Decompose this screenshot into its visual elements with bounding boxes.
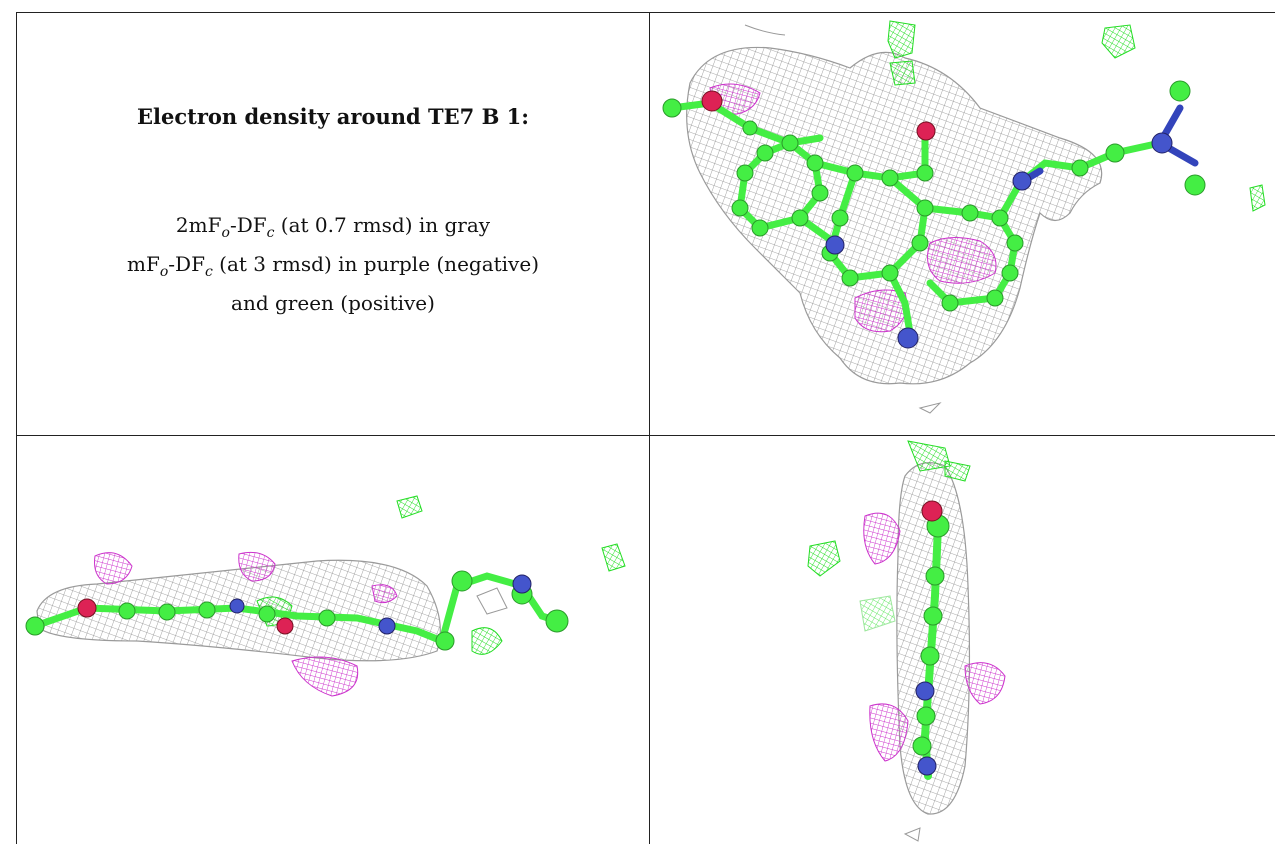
table-rule-middle <box>16 435 1275 436</box>
carbon-atoms <box>662 80 1206 312</box>
figure-title: Electron density around TE7 B 1: <box>137 104 529 129</box>
description-line-1: 2mFo-DFc (at 0.7 rmsd) in gray <box>17 210 649 249</box>
molecule-render-edge <box>807 440 1006 842</box>
table-rule-top <box>16 12 1275 13</box>
table-rule-center <box>649 12 650 844</box>
line2-prefix: mF <box>127 252 160 276</box>
line2-suffix: (at 3 rmsd) in purple (negative) <box>212 252 539 276</box>
line2-mid: -DF <box>168 252 205 276</box>
table-rule-left <box>16 12 17 844</box>
line1-sub-c: c <box>266 225 275 241</box>
density-view-front <box>650 13 1275 435</box>
molecule-render-front <box>662 20 1266 414</box>
description-line-2: mFo-DFc (at 3 rmsd) in purple (negative) <box>17 249 649 288</box>
line1-prefix: 2mF <box>175 213 222 237</box>
carbon-atoms <box>912 514 950 756</box>
caption-cell: Electron density around TE7 B 1: 2mFo-DF… <box>17 13 649 435</box>
green-density-mesh <box>396 495 423 519</box>
line1-sub-o: o <box>221 225 230 241</box>
line1-mid: -DF <box>229 213 267 237</box>
purple-density-mesh <box>94 552 133 585</box>
oxygen-atoms <box>701 90 936 141</box>
purple-density-mesh <box>927 237 997 284</box>
carbon-atoms <box>25 570 569 651</box>
line2-sub-o: o <box>159 264 169 280</box>
nitrogen-atoms <box>825 132 1173 349</box>
nitrogen-atoms <box>229 574 532 635</box>
line2-sub-c: c <box>204 264 213 280</box>
density-view-side <box>17 436 649 844</box>
nitrogen-atoms <box>915 681 937 776</box>
oxygen-atoms <box>77 598 294 635</box>
green-density-mesh <box>887 20 916 59</box>
line1-suffix: (at 0.7 rmsd) in gray <box>274 213 491 237</box>
purple-density-mesh <box>863 512 901 565</box>
density-view-edge <box>650 436 1275 844</box>
figure-description: 2mFo-DFc (at 0.7 rmsd) in gray mFo-DFc (… <box>17 210 649 319</box>
molecule-render-side <box>25 495 626 697</box>
oxygen-atoms <box>921 500 943 522</box>
description-line-3: and green (positive) <box>231 291 435 315</box>
